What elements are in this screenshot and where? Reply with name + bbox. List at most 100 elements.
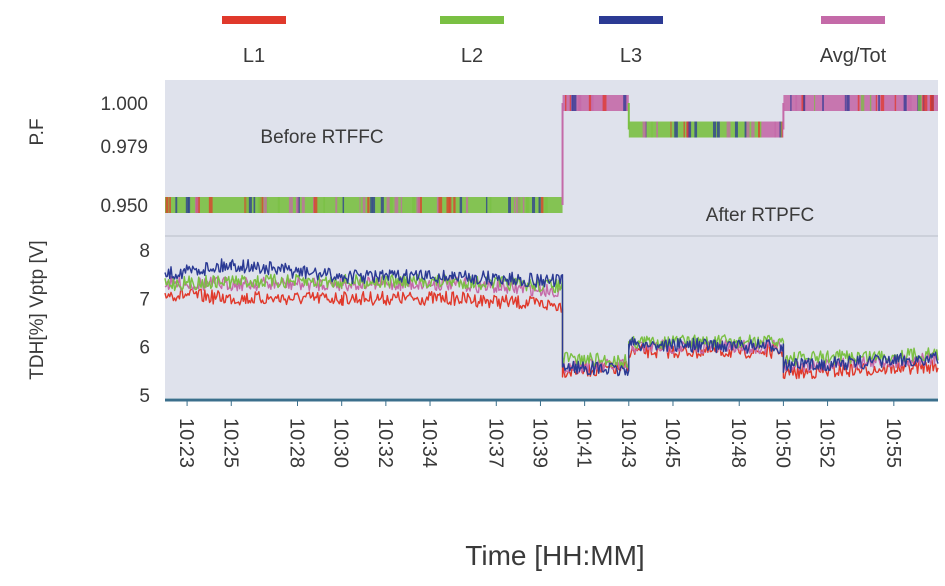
pf-streak: [780, 121, 783, 138]
pf-streak: [922, 95, 924, 111]
pf-segment: [761, 121, 784, 138]
pf-streak: [923, 95, 928, 111]
legend-label: L3: [620, 45, 642, 67]
pf-streak: [380, 197, 384, 213]
pf-streak: [175, 197, 178, 213]
pf-streak: [803, 95, 806, 111]
pf-streak: [296, 197, 299, 213]
pf-streak: [370, 197, 373, 213]
pf-streak: [564, 95, 567, 111]
legend-label: L1: [243, 45, 265, 67]
pf-streak: [301, 197, 305, 213]
pf-streak: [880, 95, 885, 111]
pf-streak: [602, 95, 607, 111]
x-tick-label: 10:50: [771, 418, 793, 468]
x-tick-label: 10:34: [418, 418, 440, 468]
x-tick-label: 10:43: [617, 418, 639, 468]
pf-streak: [571, 95, 574, 111]
annotation-after: After RTPFC: [706, 205, 814, 226]
pf-streak: [359, 197, 361, 213]
pf-streak: [522, 197, 525, 213]
pf-streak: [342, 197, 345, 213]
pf-streak: [844, 95, 846, 111]
pf-streak: [412, 197, 416, 213]
pf-streak: [465, 197, 469, 213]
series-line-l3: [164, 258, 939, 377]
y-tick-label: 6: [139, 338, 150, 359]
x-tick-label: 10:41: [573, 418, 595, 468]
pf-streak: [362, 197, 366, 213]
pf-streak: [400, 197, 403, 213]
pf-streak: [686, 121, 689, 138]
plot-background: [165, 80, 938, 398]
x-axis-label: Time [HH:MM]: [465, 540, 644, 571]
pf-streak: [386, 197, 390, 213]
pf-streak: [869, 95, 872, 111]
pf-streak: [258, 197, 262, 213]
pf-streak: [814, 95, 816, 111]
pf-streak: [418, 197, 422, 213]
pf-streak: [846, 95, 850, 111]
x-tick-label: 10:48: [727, 418, 749, 468]
pf-streak: [857, 95, 860, 111]
pf-streak: [642, 121, 647, 138]
pf-streak: [485, 197, 488, 213]
pf-streak: [335, 197, 338, 213]
legend: L1 L2 L3 Avg/Tot: [222, 16, 887, 67]
pf-streak: [908, 95, 912, 111]
pf-streak: [694, 121, 698, 138]
legend-label: L2: [461, 45, 483, 67]
pf-streak: [188, 197, 191, 213]
pf-streak: [903, 95, 907, 111]
x-tick-label: 10:55: [882, 418, 904, 468]
pf-streak: [726, 121, 731, 138]
x-tick-labels: 10:23 10:25 10:28 10:30 10:32 10:34 10:37 10:39…: [175, 400, 904, 468]
pf-streak: [751, 121, 755, 138]
pf-streak: [712, 121, 717, 138]
x-tick-label: 10:52: [816, 418, 838, 468]
pf-streak: [540, 197, 544, 213]
pf-streak: [746, 121, 750, 138]
series-line-l2: [164, 273, 939, 368]
y-axis-label-pf: P.F: [27, 118, 48, 145]
pf-streak: [544, 197, 548, 213]
pf-streak: [253, 197, 256, 213]
pf-streak: [623, 95, 627, 111]
pf-streak: [894, 95, 897, 111]
pf-streak: [169, 197, 171, 213]
pf-streak: [313, 197, 318, 213]
pf-streak: [577, 95, 582, 111]
pf-streak: [446, 197, 450, 213]
pf-streak: [394, 197, 399, 213]
pf-streak: [572, 95, 577, 111]
pf-streak: [779, 121, 782, 138]
pf-panel: [165, 95, 938, 213]
pf-streak: [930, 95, 934, 111]
pf-streak: [245, 197, 249, 213]
y-tick-label: 0.979: [100, 137, 148, 158]
x-tick-label: 10:25: [219, 418, 241, 468]
pf-streak: [683, 121, 685, 138]
pf-streak: [513, 197, 516, 213]
pf-streak: [372, 197, 376, 213]
pf-streak: [626, 95, 628, 111]
x-tick-label: 10:23: [175, 418, 197, 468]
y-tick-label: 5: [139, 386, 150, 407]
legend-label: Avg/Tot: [820, 45, 887, 67]
pf-streak: [525, 197, 530, 213]
pf-streak: [790, 95, 792, 111]
pf-streak: [917, 95, 922, 111]
pf-streak: [538, 197, 541, 213]
pf-streak: [438, 197, 443, 213]
pf-streak: [416, 197, 421, 213]
pf-streak: [453, 197, 456, 213]
pf-segment: [783, 95, 938, 111]
pf-streak: [194, 197, 199, 213]
x-tick-label: 10:30: [330, 418, 352, 468]
legend-swatch-l2: [440, 16, 504, 24]
pf-streak: [517, 197, 521, 213]
pf-streak: [436, 197, 440, 213]
x-tick-label: 10:37: [484, 418, 506, 468]
y-tick-label: 1.000: [100, 94, 148, 115]
